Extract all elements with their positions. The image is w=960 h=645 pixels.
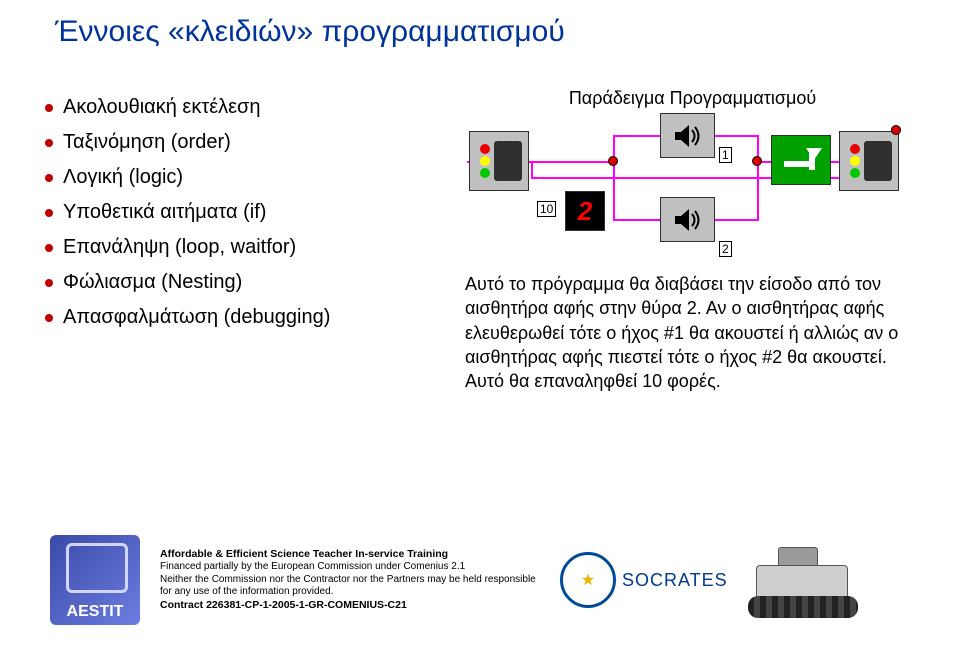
bullet-text: Ταξινόμηση (order) (63, 130, 231, 155)
loop-block (771, 135, 831, 185)
footer-line1: Affordable & Efficient Science Teacher I… (160, 548, 540, 561)
socrates-label: SOCRATES (622, 570, 728, 591)
example-panel: Παράδειγμα Προγραμματισμού (465, 88, 920, 263)
footer-line4: Contract 226381-CP-1-2005-1-GR-COMENIUS-… (160, 599, 540, 612)
robot-icon (748, 543, 858, 618)
socrates-logo: SOCRATES (560, 552, 728, 608)
connector (613, 219, 663, 221)
socrates-ring-icon (560, 552, 616, 608)
sound-number-lower: 2 (719, 241, 732, 257)
list-item: Φώλιασμα (Nesting) (45, 270, 415, 295)
bullet-text: Επανάληψη (loop, waitfor) (63, 235, 296, 260)
example-description: Αυτό το πρόγραμμα θα διαβάσει την είσοδο… (465, 272, 925, 393)
end-node-icon (891, 125, 901, 135)
speaker-icon (673, 122, 703, 150)
bullet-text: Λογική (logic) (63, 165, 183, 190)
traffic-lights-icon (850, 144, 860, 178)
sound-block-upper (660, 113, 715, 158)
footer-line2: Financed partially by the European Commi… (160, 561, 540, 574)
loop-arrow-icon (778, 142, 824, 178)
counter-value: 2 (578, 196, 592, 227)
connector (613, 135, 663, 137)
sound-number-upper: 1 (719, 147, 732, 163)
counter-block: 2 (565, 191, 605, 231)
footer-text: Affordable & Efficient Science Teacher I… (160, 548, 540, 612)
list-item: Υποθετικά αιτήματα (if) (45, 200, 415, 225)
bullet-icon (45, 139, 53, 147)
bullet-text: Υποθετικά αιτήματα (if) (63, 200, 266, 225)
connector (713, 135, 759, 137)
bullet-text: Φώλιασμα (Nesting) (63, 270, 242, 295)
page-title: Έννοιες «κλειδιών» προγραμματισμού (55, 15, 565, 49)
program-diagram: 1 2 10 2 (465, 113, 895, 263)
bullet-text: Απασφαλμάτωση (debugging) (63, 305, 330, 330)
aestit-logo: AESTIT (50, 535, 140, 625)
merge-node-icon (752, 156, 762, 166)
list-item: Επανάληψη (loop, waitfor) (45, 235, 415, 260)
sensor-block-start (469, 131, 529, 191)
example-title: Παράδειγμα Προγραμματισμού (465, 88, 920, 109)
footer-line3: Neither the Commission nor the Contracto… (160, 574, 540, 599)
bullet-list: Ακολουθιακή εκτέλεση Ταξινόμηση (order) … (45, 95, 415, 340)
sound-block-lower (660, 197, 715, 242)
list-item: Απασφαλμάτωση (debugging) (45, 305, 415, 330)
bullet-icon (45, 244, 53, 252)
loop-count: 10 (537, 201, 556, 217)
aestit-label: AESTIT (67, 603, 124, 621)
branch-node-icon (608, 156, 618, 166)
footer: AESTIT Affordable & Efficient Science Te… (50, 535, 930, 625)
bullet-icon (45, 174, 53, 182)
bullet-text: Ακολουθιακή εκτέλεση (63, 95, 261, 120)
speaker-icon (673, 206, 703, 234)
list-item: Ταξινόμηση (order) (45, 130, 415, 155)
connector (713, 219, 759, 221)
bullet-icon (45, 209, 53, 217)
bullet-icon (45, 279, 53, 287)
traffic-lights-icon (480, 144, 490, 178)
connector (531, 161, 533, 177)
connector (531, 177, 887, 179)
bullet-icon (45, 314, 53, 322)
list-item: Λογική (logic) (45, 165, 415, 190)
sensor-block-end (839, 131, 899, 191)
bullet-icon (45, 104, 53, 112)
list-item: Ακολουθιακή εκτέλεση (45, 95, 415, 120)
